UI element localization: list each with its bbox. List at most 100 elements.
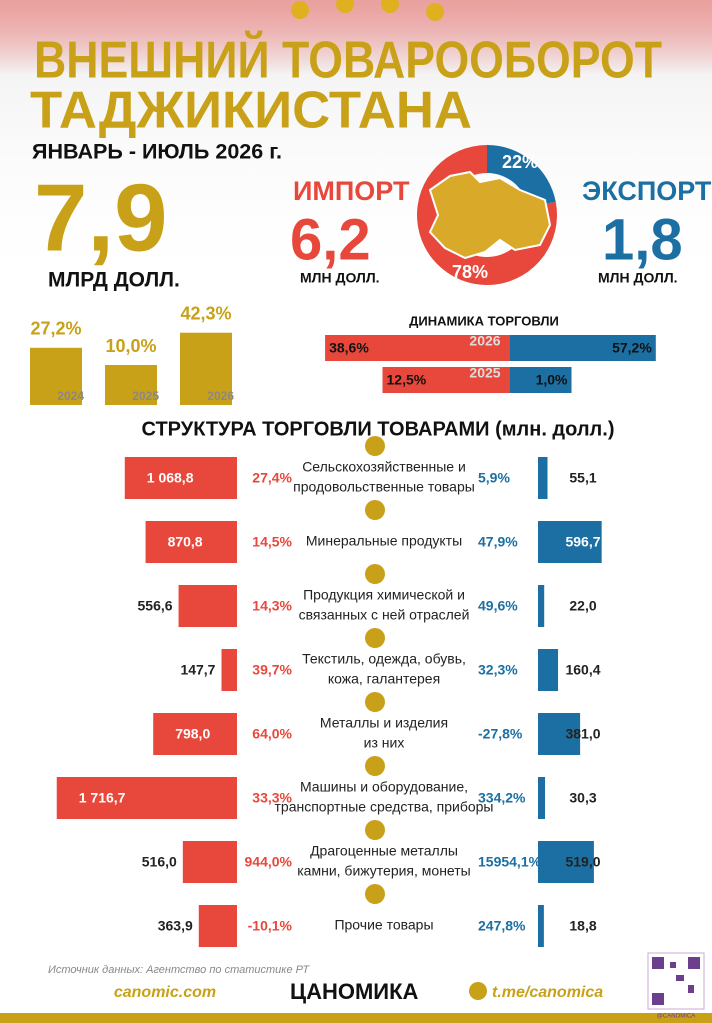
import-bar	[124, 457, 237, 499]
structure-title: СТРУКТУРА ТОРГОВЛИ ТОВАРАМИ (млн. долл.)	[142, 418, 615, 440]
export-value: 519,0	[565, 854, 600, 870]
category-name: Прочие товары	[334, 917, 433, 933]
category-name: Минеральные продукты	[306, 533, 462, 549]
category-name: Металлы и изделия	[320, 715, 448, 731]
dynamics-import-label: 12,5%	[387, 372, 427, 388]
category-name: из них	[364, 735, 405, 751]
import-bar	[56, 777, 238, 819]
export-label: ЭКСПОРТ	[582, 176, 712, 206]
period: ЯНВАРЬ - ИЮЛЬ 2026 г.	[32, 141, 282, 164]
export-change: 334,2%	[478, 790, 526, 806]
category-icon	[365, 820, 385, 840]
growth-year: 2026	[207, 389, 234, 403]
total-unit: МЛРД ДОЛЛ.	[48, 269, 180, 292]
export-value: 596,7	[565, 534, 600, 550]
dynamics-import-bar	[382, 367, 510, 393]
telegram: t.me/canomica	[492, 984, 603, 1001]
category-icon	[365, 692, 385, 712]
dynamics-title: ДИНАМИКА ТОРГОВЛИ	[409, 313, 559, 328]
growth-label: 42,3%	[180, 303, 231, 323]
import-bar	[153, 713, 237, 755]
export-unit: МЛН ДОЛЛ.	[598, 270, 678, 286]
export-value: 55,1	[569, 470, 596, 486]
dynamics-import-bar	[325, 335, 510, 361]
import-value: 870,8	[168, 534, 203, 550]
import-value: 6,2	[290, 207, 371, 272]
export-bar	[538, 777, 546, 819]
dynamics-year: 2026	[469, 333, 500, 349]
brand: ЦАНОМИКА	[290, 979, 419, 1004]
import-change: 14,3%	[252, 598, 292, 614]
export-change: 32,3%	[478, 662, 518, 678]
import-bar	[145, 521, 237, 563]
category-name: Машины и оборудование,	[300, 779, 468, 795]
qr-pattern	[652, 957, 700, 1005]
import-change: 64,0%	[252, 726, 292, 742]
import-bar	[198, 905, 237, 947]
export-change: -27,8%	[478, 726, 523, 742]
category-name: транспортные средства, приборы	[275, 799, 494, 815]
category-name: Продукция химической и	[303, 587, 465, 603]
import-value: 1 716,7	[79, 790, 126, 806]
dynamics-export-bar	[510, 367, 572, 393]
flag-backdrop	[0, 0, 712, 300]
growth-bar	[105, 365, 157, 405]
import-value: 147,7	[180, 662, 215, 678]
growth-bar	[30, 347, 82, 405]
export-value: 18,8	[569, 918, 596, 934]
total-value: 7,9	[34, 164, 167, 271]
growth-year: 2025	[132, 389, 159, 403]
title-line2: ТАДЖИКИСТАНА	[30, 82, 472, 140]
category-icon	[365, 436, 385, 456]
telegram-icon	[469, 982, 487, 1000]
category-icon	[365, 884, 385, 904]
category-name: кожа, галантерея	[328, 671, 440, 687]
import-value: 1 068,8	[147, 470, 194, 486]
growth-label: 27,2%	[30, 319, 81, 339]
handle: @CANOMICA	[657, 1014, 695, 1020]
export-bar	[538, 649, 559, 691]
import-share-label: 78%	[452, 262, 488, 282]
import-value: 556,6	[138, 598, 173, 614]
export-change: 5,9%	[478, 470, 510, 486]
import-label: ИМПОРТ	[293, 176, 410, 206]
dynamics-export-bar	[510, 335, 656, 361]
category-name: камни, бижутерия, монеты	[297, 863, 470, 879]
export-share-label: 22%	[502, 152, 538, 172]
export-value: 1,8	[602, 207, 683, 272]
export-value: 160,4	[565, 662, 600, 678]
category-name: Драгоценные металлы	[310, 843, 458, 859]
export-bar	[538, 841, 594, 883]
export-change: 47,9%	[478, 534, 518, 550]
export-change: 247,8%	[478, 918, 526, 934]
growth-bar	[180, 332, 232, 405]
import-change: -10,1%	[248, 918, 293, 934]
source: Источник данных: Агентство по статистике…	[48, 964, 310, 976]
category-icon	[365, 756, 385, 776]
growth-year: 2024	[57, 389, 84, 403]
import-value: 798,0	[175, 726, 210, 742]
category-icon	[365, 564, 385, 584]
import-change: 39,7%	[252, 662, 292, 678]
category-icon	[365, 500, 385, 520]
dynamics-export-label: 57,2%	[612, 340, 652, 356]
category-name: продовольственные товары	[293, 479, 475, 495]
dynamics-export-label: 1,0%	[536, 372, 568, 388]
flag-stars	[291, 0, 444, 21]
share-segment	[487, 145, 556, 208]
category-name: Текстиль, одежда, обувь,	[302, 651, 466, 667]
import-value: 363,9	[158, 918, 193, 934]
category-icon	[365, 628, 385, 648]
export-bar	[538, 713, 581, 755]
import-bar	[178, 585, 237, 627]
category-name: Сельскохозяйственные и	[302, 459, 466, 475]
import-value: 516,0	[142, 854, 177, 870]
import-change: 944,0%	[245, 854, 293, 870]
import-bar	[182, 841, 237, 883]
export-bar	[538, 521, 602, 563]
import-change: 33,3%	[252, 790, 292, 806]
growth-label: 10,0%	[105, 336, 156, 356]
import-change: 14,5%	[252, 534, 292, 550]
